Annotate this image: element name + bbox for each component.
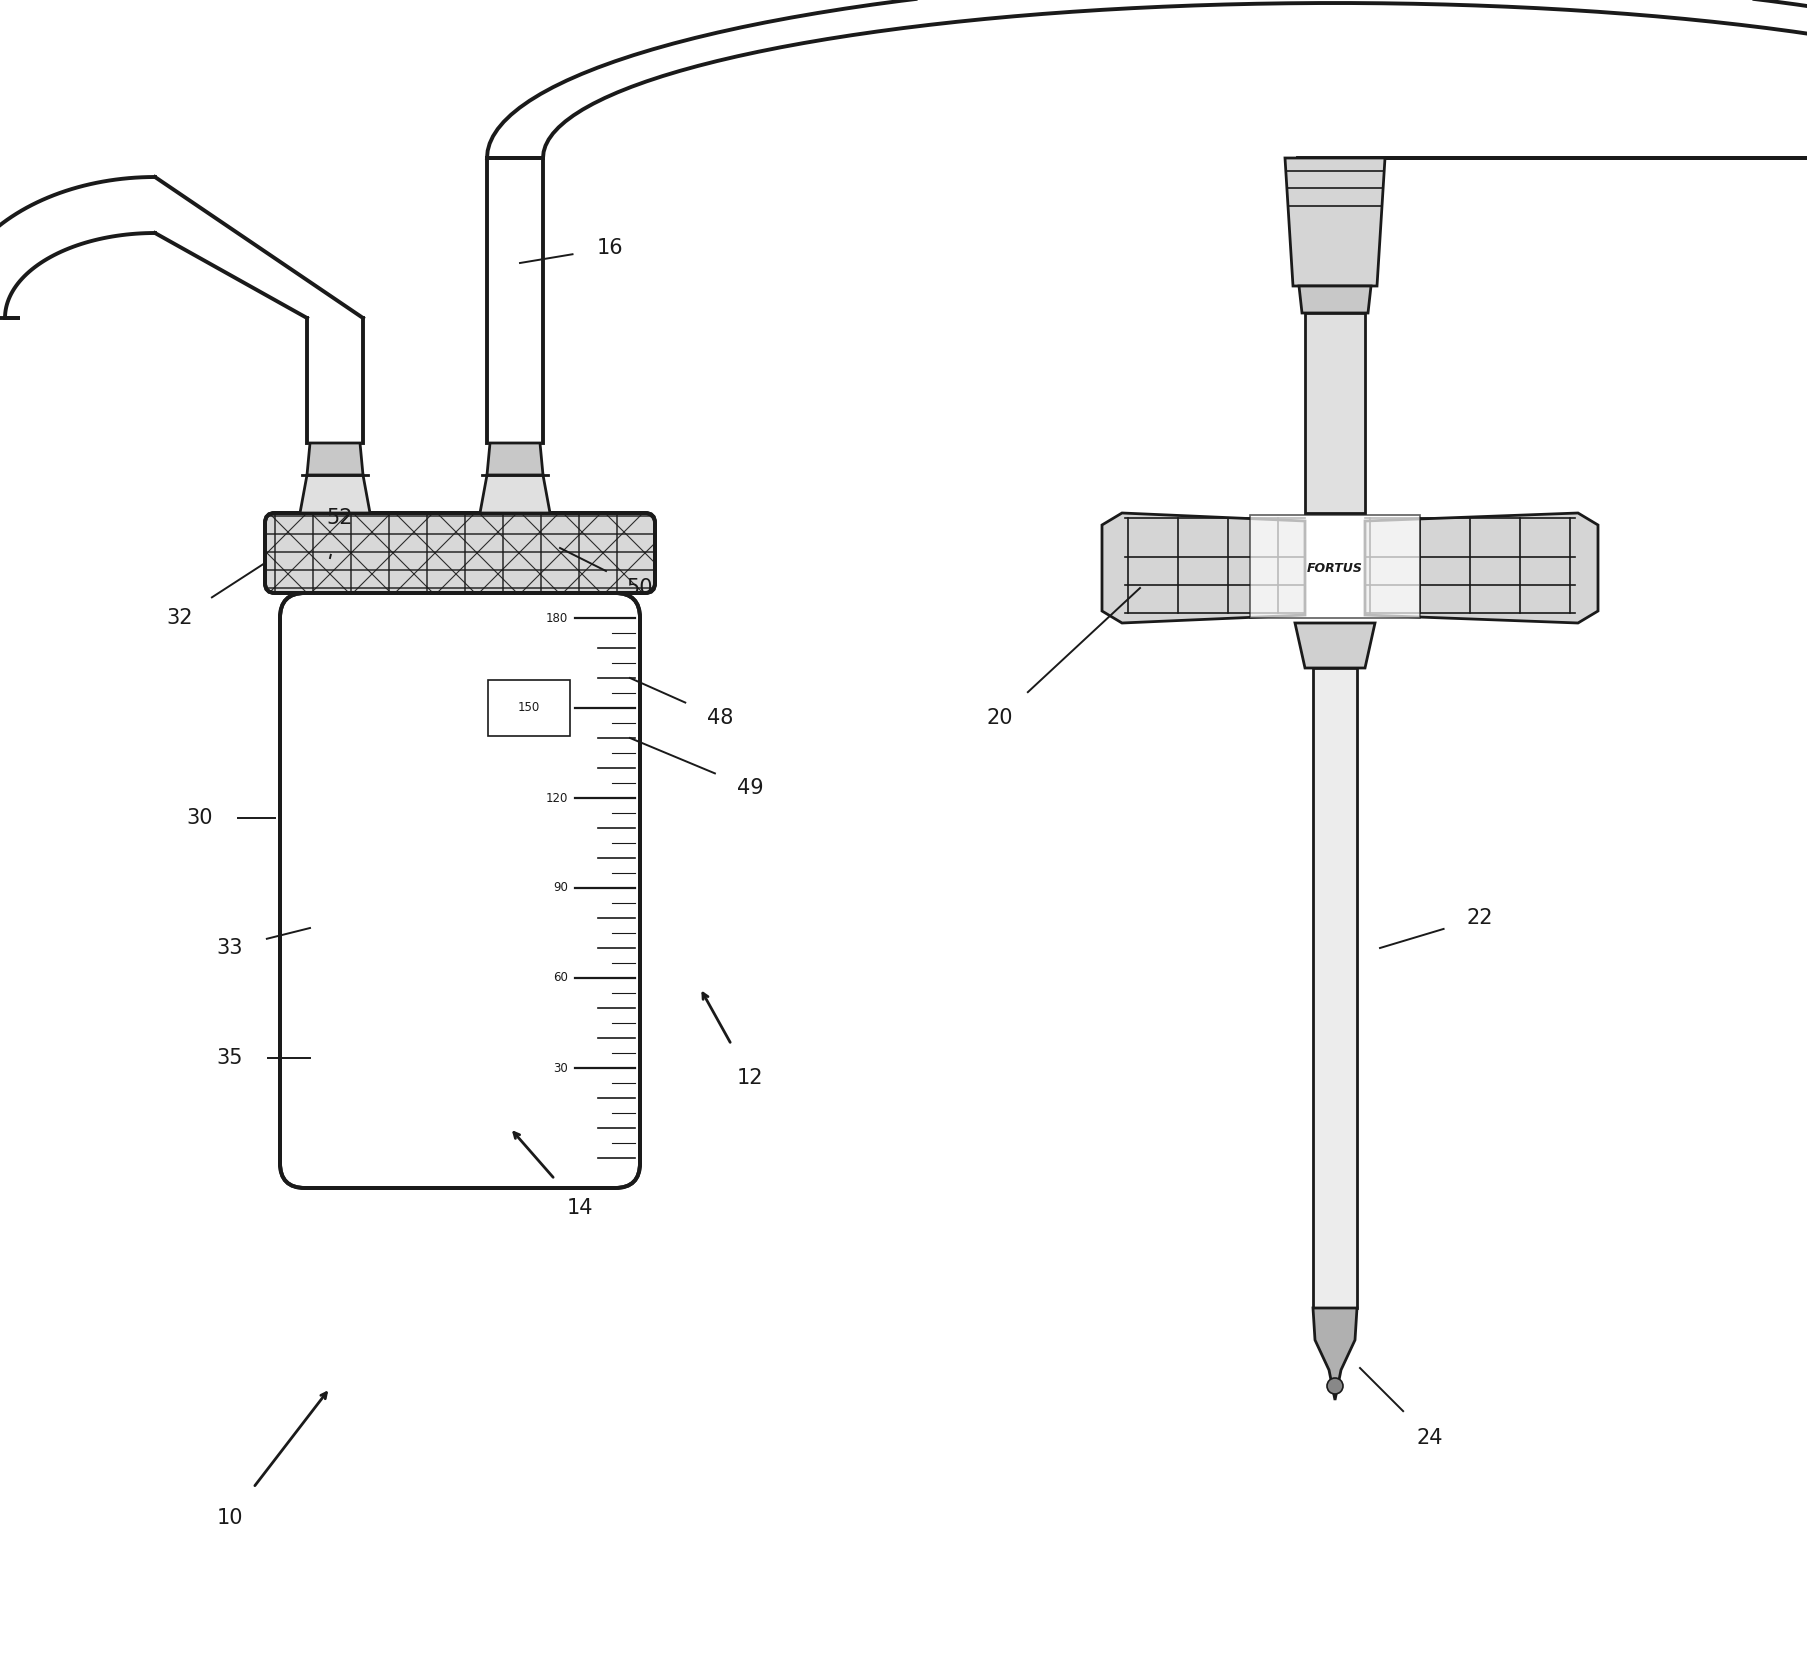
Text: 10: 10 bbox=[217, 1508, 244, 1528]
Text: 30: 30 bbox=[553, 1061, 567, 1074]
Text: 52: 52 bbox=[327, 509, 352, 529]
Text: 49: 49 bbox=[735, 777, 763, 797]
Text: 30: 30 bbox=[186, 807, 213, 827]
Polygon shape bbox=[1312, 667, 1357, 1308]
Text: 50: 50 bbox=[627, 579, 652, 599]
Polygon shape bbox=[1312, 1308, 1357, 1399]
Polygon shape bbox=[1305, 314, 1364, 514]
Text: FORTUS: FORTUS bbox=[1306, 562, 1362, 574]
Text: 24: 24 bbox=[1417, 1428, 1442, 1448]
Text: 150: 150 bbox=[546, 702, 567, 714]
Polygon shape bbox=[486, 444, 542, 475]
Text: 90: 90 bbox=[553, 881, 567, 894]
Text: 33: 33 bbox=[217, 937, 244, 957]
Text: 14: 14 bbox=[566, 1198, 593, 1218]
Text: 180: 180 bbox=[546, 612, 567, 624]
Text: 32: 32 bbox=[166, 609, 193, 627]
Text: 120: 120 bbox=[546, 792, 567, 804]
FancyBboxPatch shape bbox=[280, 594, 640, 1188]
Polygon shape bbox=[1294, 624, 1375, 667]
Text: 22: 22 bbox=[1465, 907, 1493, 927]
Text: 60: 60 bbox=[553, 971, 567, 984]
Polygon shape bbox=[1297, 285, 1370, 314]
Text: 150: 150 bbox=[517, 702, 540, 714]
FancyBboxPatch shape bbox=[266, 514, 654, 594]
Polygon shape bbox=[307, 444, 363, 475]
Text: 20: 20 bbox=[987, 707, 1012, 727]
Polygon shape bbox=[1249, 515, 1418, 619]
Bar bbox=[488, 681, 569, 736]
Polygon shape bbox=[1364, 514, 1597, 624]
Text: 12: 12 bbox=[735, 1068, 763, 1088]
Ellipse shape bbox=[1326, 1378, 1343, 1394]
Polygon shape bbox=[1102, 514, 1305, 624]
Text: 16: 16 bbox=[596, 239, 623, 259]
Polygon shape bbox=[300, 475, 370, 514]
Text: 48: 48 bbox=[707, 707, 734, 727]
Polygon shape bbox=[479, 475, 549, 514]
Polygon shape bbox=[1285, 158, 1384, 285]
FancyBboxPatch shape bbox=[286, 952, 634, 1183]
Text: 35: 35 bbox=[217, 1048, 244, 1068]
